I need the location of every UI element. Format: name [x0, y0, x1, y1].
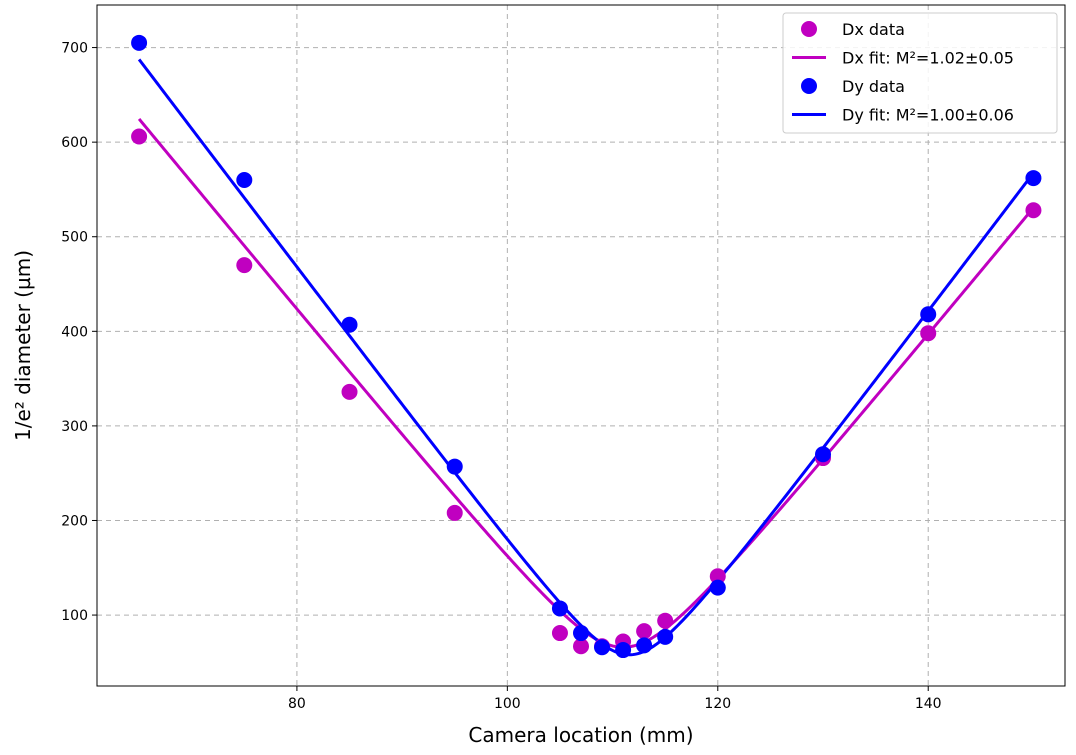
data-point: [920, 306, 937, 323]
legend-point-swatch: [801, 78, 817, 94]
legend-point-swatch: [801, 21, 817, 37]
data-point: [573, 625, 589, 642]
y-tick-label: 600: [61, 135, 88, 151]
x-tick-label: 100: [494, 696, 521, 712]
x-tick-label: 80: [288, 696, 306, 712]
data-point: [1025, 170, 1042, 187]
y-axis-label: 1/e² diameter (µm): [11, 250, 35, 441]
data-point: [131, 128, 148, 145]
y-tick-label: 100: [61, 608, 88, 624]
y-tick-label: 400: [61, 324, 88, 340]
x-axis-label: Camera location (mm): [468, 723, 693, 747]
data-point: [551, 625, 568, 642]
data-point: [446, 504, 463, 521]
data-point: [131, 34, 148, 51]
data-point: [920, 325, 937, 342]
data-point: [594, 639, 611, 656]
x-tick-label: 120: [704, 696, 731, 712]
legend-label: Dx fit: M²=1.02±0.05: [842, 49, 1014, 68]
data-point: [636, 623, 653, 640]
y-tick-label: 300: [61, 419, 88, 435]
y-tick-label: 500: [61, 230, 88, 246]
data-point: [815, 446, 831, 463]
legend-label: Dx data: [842, 20, 905, 39]
data-point: [657, 628, 674, 645]
data-point: [236, 171, 253, 188]
data-point: [657, 612, 674, 629]
legend: Dx data Dx fit: M²=1.02±0.05 Dy data Dy fit…: [782, 12, 1058, 134]
data-point: [709, 579, 726, 596]
data-point: [341, 383, 358, 400]
x-tick-label: 140: [915, 696, 942, 712]
data-point: [341, 316, 358, 333]
data-point: [236, 257, 253, 274]
y-tick-label: 200: [61, 513, 88, 529]
axis-ticks: 80 100 120 140 100 200 300 400 500 600 700: [61, 41, 941, 712]
legend-label: Dy fit: M²=1.00±0.06: [842, 106, 1014, 125]
data-point: [636, 637, 653, 654]
data-point: [551, 600, 568, 617]
y-tick-label: 700: [61, 41, 88, 57]
data-point: [615, 642, 632, 659]
plot-frame: [96, 4, 1066, 687]
data-point: [1025, 202, 1042, 219]
data-points: [131, 34, 1042, 659]
data-point: [573, 638, 589, 655]
data-point: [709, 568, 726, 585]
data-point: [446, 458, 463, 475]
legend-box: [782, 12, 1058, 134]
legend-label: Dy data: [842, 77, 905, 96]
